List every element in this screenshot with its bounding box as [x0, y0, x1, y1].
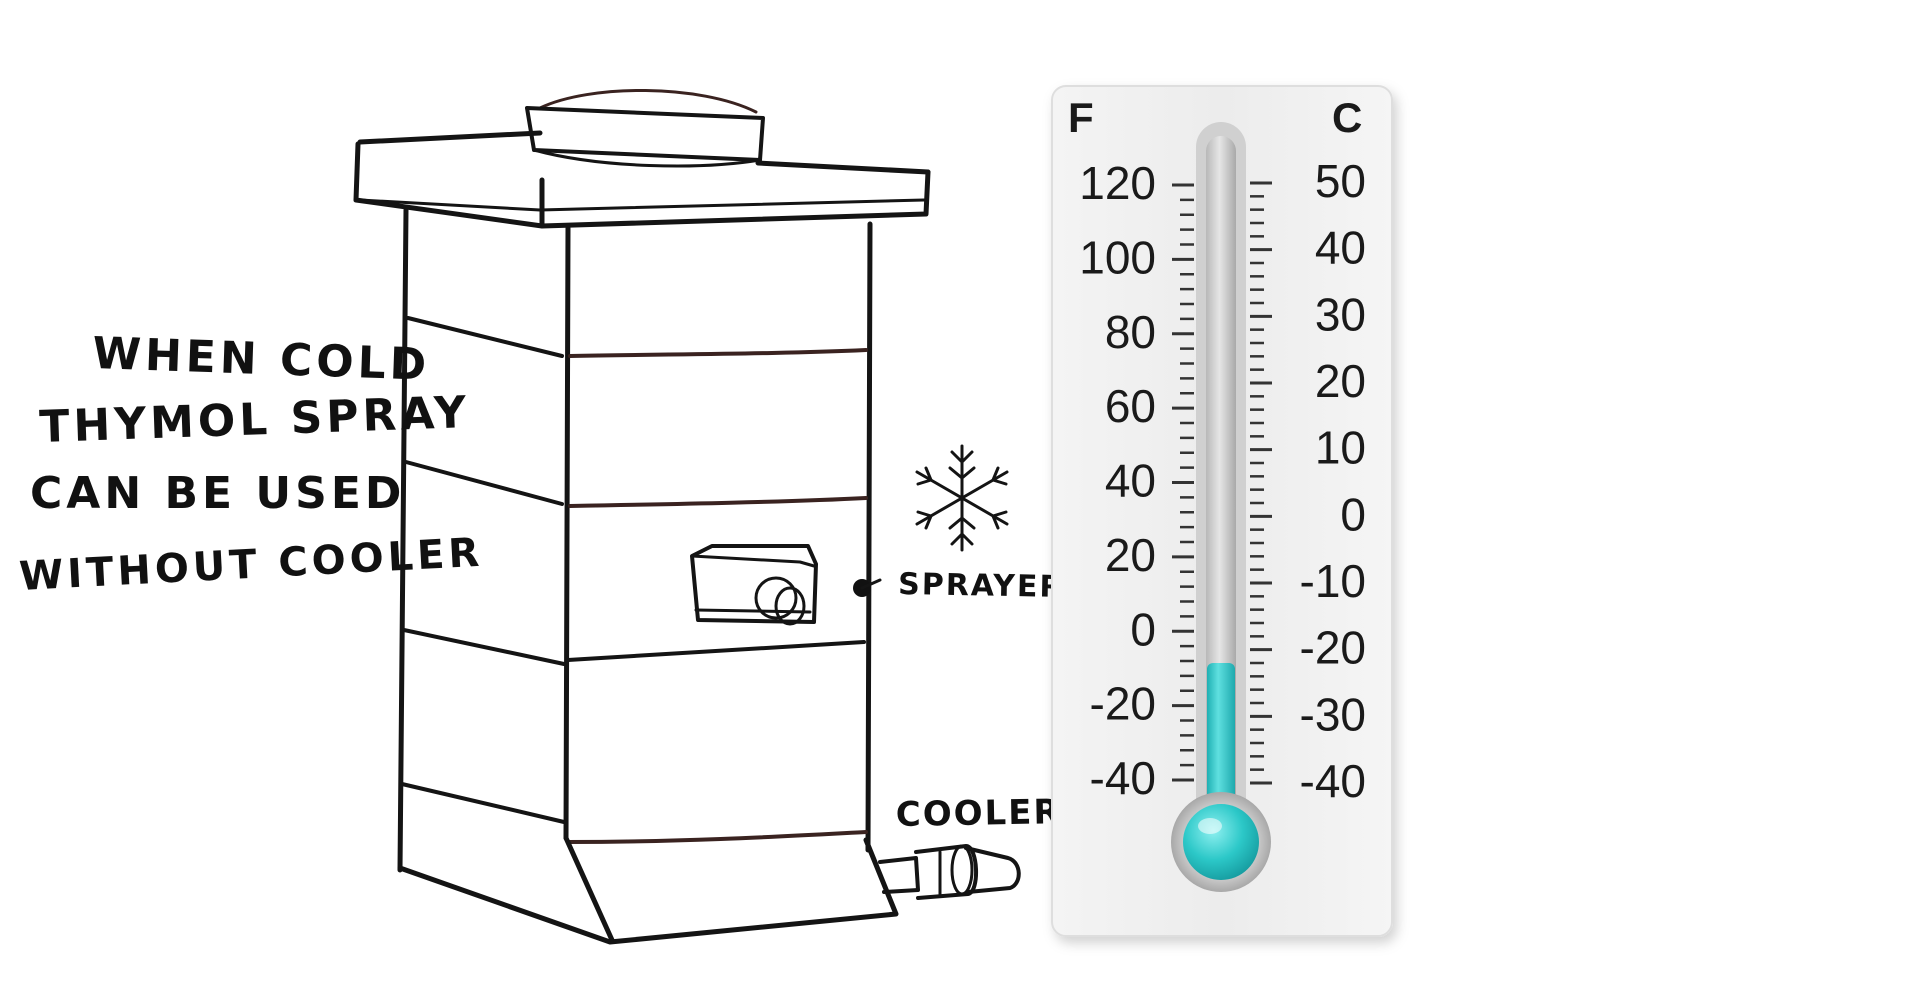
celsius-tick-label: -10 — [1300, 555, 1366, 607]
hive-feeder-cap — [525, 89, 765, 168]
celsius-tick-label: -20 — [1300, 622, 1366, 674]
celsius-tick-label: 0 — [1340, 488, 1366, 540]
fahrenheit-scale: 120 100 80 60 40 20 0 -20 -40 — [1079, 157, 1156, 804]
fahrenheit-tick-label: -20 — [1090, 678, 1156, 730]
celsius-unit-label: C — [1332, 94, 1362, 141]
fahrenheit-tick-label: 100 — [1079, 231, 1156, 283]
annotation-line-4: WITHOUT COOLER — [18, 530, 484, 600]
celsius-tick-label: 50 — [1315, 155, 1366, 207]
thermometer-bulb — [1183, 804, 1259, 880]
annotation-line-3: CAN BE USED — [30, 468, 405, 519]
beehive-sketch — [353, 89, 1021, 945]
hive-body — [397, 207, 899, 945]
cooler-label: COOLER — [895, 792, 1062, 835]
fahrenheit-tick-label: 20 — [1105, 529, 1156, 581]
fahrenheit-tick-label: 120 — [1079, 157, 1156, 209]
fahrenheit-tick-label: 0 — [1130, 603, 1156, 655]
fahrenheit-tick-label: -40 — [1090, 752, 1156, 804]
sprayer-label: SPRAYER — [898, 567, 1065, 605]
bulb-highlight — [1198, 818, 1222, 834]
cooler-pipe — [878, 844, 1021, 900]
fahrenheit-unit-label: F — [1068, 94, 1094, 141]
sprayer-pointer — [853, 578, 882, 597]
celsius-tick-label: -30 — [1300, 688, 1366, 740]
fahrenheit-tick-label: 60 — [1105, 380, 1156, 432]
thermometer-tick-marks — [1172, 181, 1272, 785]
snowflake-icon — [915, 444, 1009, 552]
fahrenheit-tick-label: 40 — [1105, 455, 1156, 507]
celsius-tick-label: 10 — [1315, 422, 1366, 474]
sprayer-device — [690, 544, 818, 626]
fahrenheit-tick-label: 80 — [1105, 306, 1156, 358]
hive-roof — [353, 130, 931, 229]
celsius-tick-label: -40 — [1300, 755, 1366, 807]
celsius-tick-label: 30 — [1315, 288, 1366, 340]
celsius-tick-label: 20 — [1315, 355, 1366, 407]
celsius-scale: 50 40 30 20 10 0 -10 -20 -30 -40 — [1300, 155, 1366, 807]
annotation-line-1: WHEN COLD — [92, 328, 431, 391]
celsius-tick-label: 40 — [1315, 222, 1366, 274]
